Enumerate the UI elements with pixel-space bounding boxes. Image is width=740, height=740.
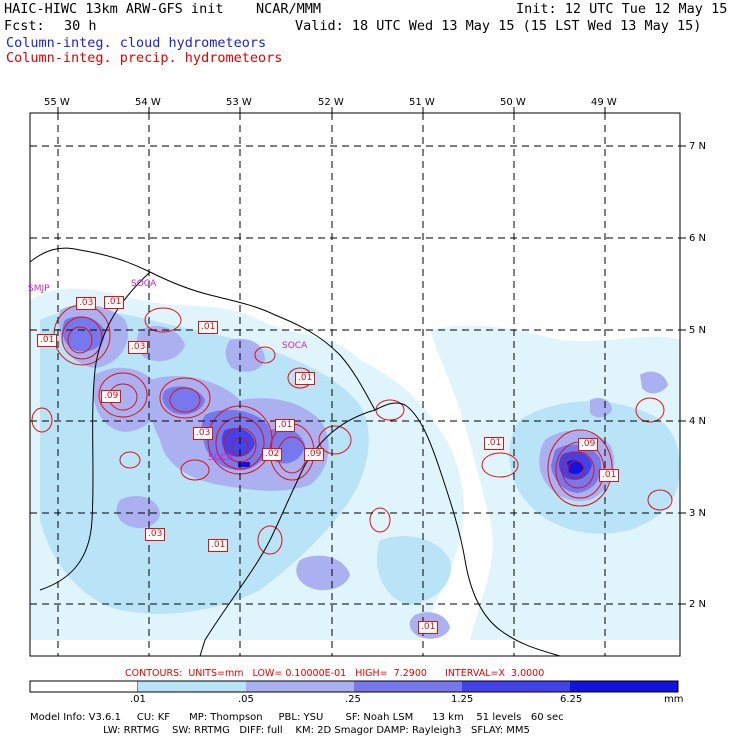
lon-label: 55 W — [44, 97, 70, 108]
forecast-value: 30 h — [64, 18, 97, 34]
colorbar-tick: .25 — [345, 694, 361, 705]
colorbar-segment — [570, 681, 678, 692]
lon-label: 50 W — [500, 97, 526, 108]
lat-lon-grid — [30, 113, 680, 656]
lat-label: 7 N — [689, 141, 707, 152]
lat-label: 2 N — [689, 599, 707, 610]
lon-label: 49 W — [591, 97, 617, 108]
precip-contours — [31, 304, 673, 555]
model-info-line1: Model Info: V3.6.1 CU: KF MP: Thompson P… — [30, 712, 564, 723]
contour-value-label: .02 — [262, 448, 283, 461]
colorbar-unit: mm — [664, 694, 684, 705]
contour-value-label: .09 — [304, 448, 325, 461]
contour-value-label: .01 — [208, 539, 229, 552]
lat-label: 6 N — [689, 233, 707, 244]
colorbar-segment — [354, 681, 462, 692]
valid-time: Valid: 18 UTC Wed 13 May 15 (15 LST Wed … — [295, 18, 702, 34]
contour-value-label: .03 — [128, 341, 149, 354]
colorbar-tick: .05 — [238, 694, 254, 705]
station-label: SOCA — [208, 453, 234, 463]
contour-value-label: .01 — [599, 469, 620, 482]
contour-value-label: .01 — [484, 437, 505, 450]
contour-value-label: .01 — [418, 621, 439, 634]
lon-label: 51 W — [409, 97, 435, 108]
station-label: SOCA — [131, 279, 157, 289]
lon-label: 52 W — [318, 97, 344, 108]
cloud-field-label: Column-integ. cloud hydrometeors — [6, 35, 267, 51]
colorbar-tick: 1.25 — [451, 694, 474, 705]
lat-label: 5 N — [689, 325, 707, 336]
map-frame — [29, 112, 681, 657]
contour-value-label: .01 — [275, 419, 296, 432]
colorbar-segment — [246, 681, 354, 692]
contour-value-label: .09 — [578, 438, 599, 451]
model-info-line2: LW: RRTMG SW: RRTMG DIFF: full KM: 2D Sm… — [30, 725, 530, 736]
colorbar-segment — [138, 681, 246, 692]
precip-field-label: Column-integ. precip. hydrometeors — [6, 50, 283, 66]
contour-value-label: .03 — [76, 297, 97, 310]
colorbar-tick: 6.25 — [560, 694, 583, 705]
station-label: SMJP — [28, 284, 50, 294]
contour-value-label: .01 — [37, 334, 58, 347]
contour-value-label: .01 — [295, 372, 316, 385]
lon-label: 53 W — [226, 97, 252, 108]
title-left: HAIC-HIWC 13km ARW-GFS init NCAR/MMM — [4, 1, 321, 17]
contours-info: CONTOURS: UNITS=mm LOW= 0.10000E-01 HIGH… — [125, 668, 545, 679]
coastlines — [30, 247, 561, 656]
colorbar — [29, 680, 679, 693]
forecast-label: Fcst: — [4, 18, 45, 34]
colorbar-segment — [29, 680, 139, 693]
colorbar-tick: .01 — [130, 694, 146, 705]
axis-ticks — [57, 107, 686, 605]
contour-value-label: .03 — [193, 427, 214, 440]
contour-value-label: .09 — [101, 390, 122, 403]
lat-label: 3 N — [689, 508, 707, 519]
lat-label: 4 N — [689, 416, 707, 427]
contour-value-label: .01 — [198, 321, 219, 334]
station-label: SOCA — [282, 341, 308, 351]
colorbar-segment — [462, 681, 570, 692]
contour-value-label: .01 — [104, 296, 125, 309]
lon-label: 54 W — [135, 97, 161, 108]
contour-value-label: .03 — [145, 528, 166, 541]
init-time: Init: 12 UTC Tue 12 May 15 — [516, 1, 728, 17]
